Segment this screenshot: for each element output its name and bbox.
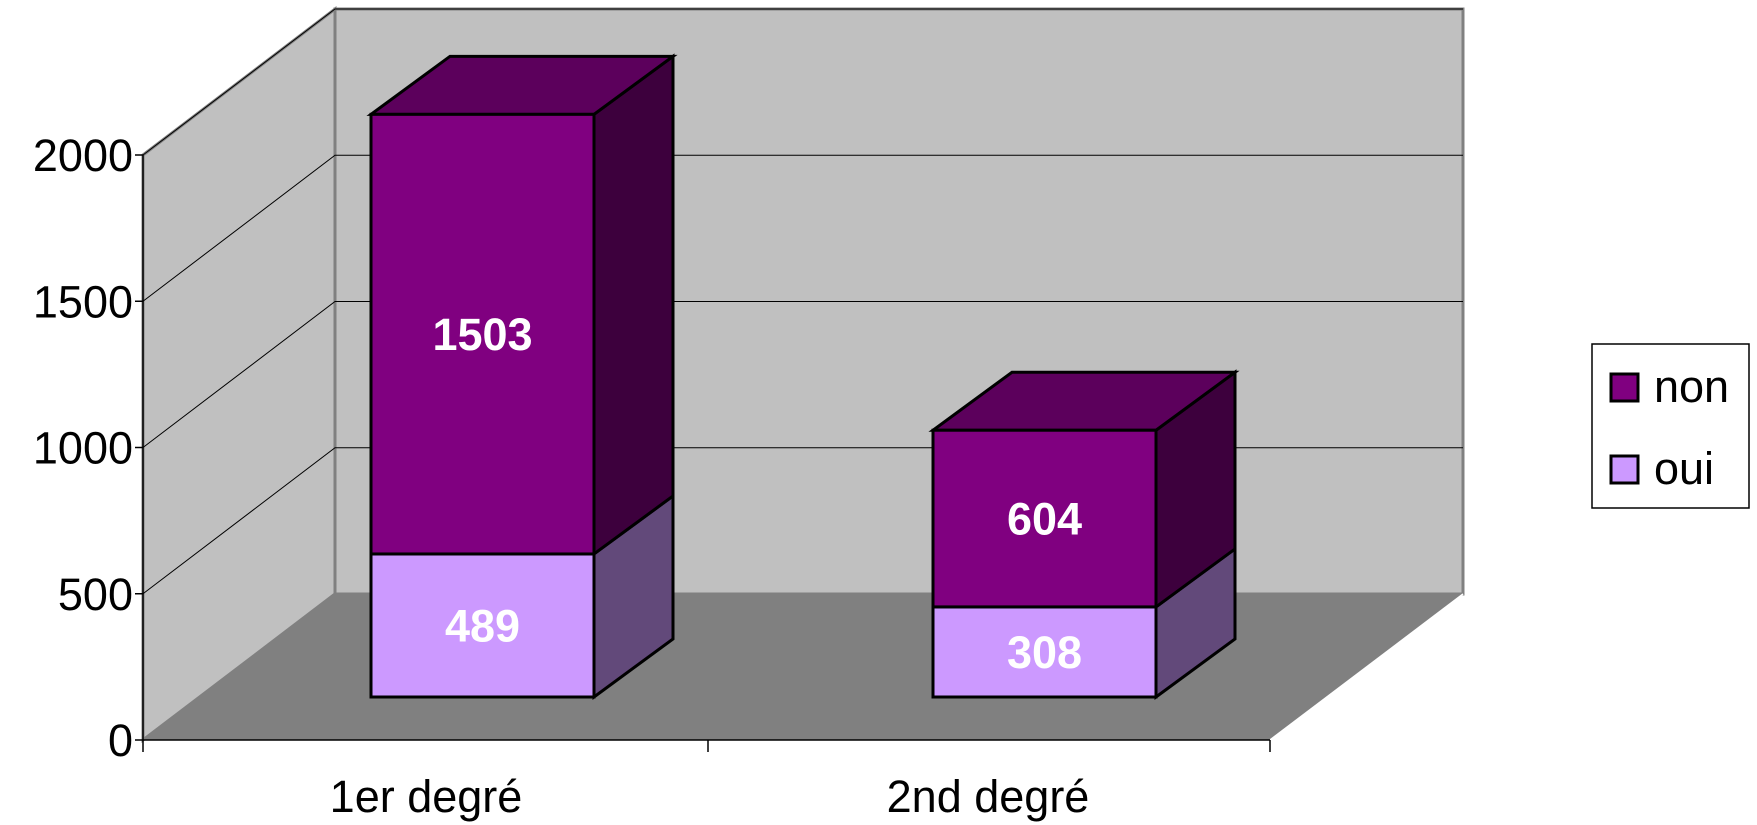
legend-swatch-non <box>1609 372 1640 403</box>
gridlines <box>142 8 1463 595</box>
data-labels: 489 1503 308 604 <box>432 309 1082 678</box>
bar-front-face <box>931 428 1158 609</box>
chart-walls <box>141 5 1465 744</box>
y-tick-label: 0 <box>108 715 133 766</box>
x-category-label: 2nd degré <box>887 771 1090 822</box>
bar-segment-oui[interactable] <box>369 493 675 700</box>
floor <box>143 594 1463 740</box>
floor-edge <box>1269 593 1464 741</box>
y-tick-label: 2000 <box>33 130 133 181</box>
y-tick-label: 500 <box>58 569 133 620</box>
gridline <box>142 8 1463 156</box>
legend-swatch-oui <box>1609 454 1640 485</box>
bar-segment-non[interactable] <box>928 369 1240 610</box>
x-category-label: 1er degré <box>330 771 523 822</box>
gridline <box>142 154 1463 302</box>
bar-front-face <box>369 112 596 556</box>
y-tick-label: 1500 <box>33 276 133 327</box>
legend-label-non: non <box>1654 361 1729 412</box>
data-label-non: 604 <box>1007 494 1082 545</box>
bar-segment-non[interactable] <box>366 53 678 557</box>
bar-front-face <box>931 605 1158 699</box>
legend[interactable]: non oui <box>1591 343 1750 509</box>
data-label-oui: 308 <box>1007 627 1082 678</box>
bar-side-face <box>592 53 675 557</box>
bar-segment-oui[interactable] <box>931 545 1237 700</box>
bars <box>366 53 1240 700</box>
data-label-non: 1503 <box>432 309 532 360</box>
legend-label-oui: oui <box>1654 443 1714 494</box>
data-label-oui: 489 <box>445 600 520 651</box>
bar-front-face <box>369 552 596 699</box>
gridline <box>142 301 1463 448</box>
axes: 0 500 1000 1500 2000 1er degré 2nd degré <box>33 130 1271 822</box>
y-tick-label: 1000 <box>33 423 133 474</box>
